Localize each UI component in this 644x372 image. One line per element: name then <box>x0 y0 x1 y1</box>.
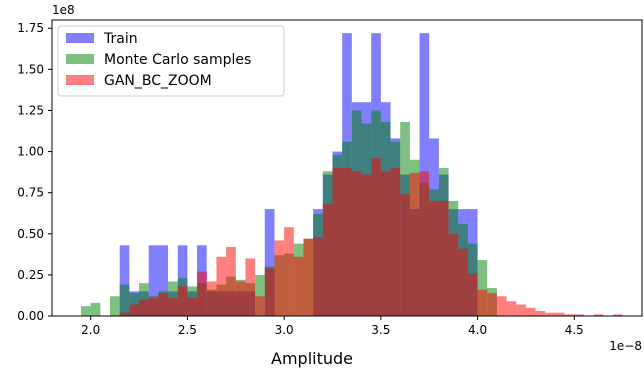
x-tick-label: 2.5 <box>178 323 197 337</box>
histogram-bar <box>535 311 546 316</box>
histogram-bar <box>487 292 497 316</box>
y-tick-label: 0.00 <box>17 309 44 323</box>
histogram-bar <box>284 227 294 316</box>
histogram-bar <box>429 200 439 316</box>
axes: 2.0 2.5 3.0 3.5 4.0 4.5 0.00 0.25 0.50 0.75 1.00 1… <box>17 19 643 337</box>
histogram-bar <box>554 312 565 316</box>
legend-swatch <box>66 75 94 85</box>
y-tick-label: 0.75 <box>17 186 44 200</box>
histogram-bar <box>216 256 227 316</box>
histogram-bar <box>255 296 265 316</box>
histogram-bar <box>593 314 604 316</box>
histogram-bar <box>612 314 623 316</box>
histogram-bar <box>90 302 101 316</box>
legend-label: Train <box>103 31 138 47</box>
series-bars <box>119 158 623 316</box>
histogram-bar <box>564 314 575 316</box>
histogram-bar <box>477 289 488 316</box>
y-axis-ticks: 0.00 0.25 0.50 0.75 1.00 1.25 1.50 1.75 <box>17 21 52 323</box>
histogram-bars <box>81 33 623 317</box>
y-tick-label: 0.25 <box>17 268 44 282</box>
histogram-bar <box>545 312 555 316</box>
x-tick-label: 4.0 <box>468 323 487 337</box>
histogram-bar <box>177 286 188 316</box>
histogram-bar <box>525 307 536 316</box>
x-axis-ticks: 2.0 2.5 3.0 3.5 4.0 4.5 <box>81 316 584 337</box>
histogram-bar <box>226 246 236 316</box>
histogram-bar <box>187 297 198 316</box>
histogram-bar <box>322 204 333 316</box>
histogram-bar <box>158 245 169 316</box>
histogram-bar <box>110 296 120 316</box>
legend-box <box>57 25 285 97</box>
x-tick-label: 3.5 <box>371 323 390 337</box>
histogram-bar <box>81 306 91 316</box>
histogram-bar <box>139 299 149 316</box>
x-tick-label: 3.0 <box>275 323 294 337</box>
legend-label: Monte Carlo samples <box>104 52 251 68</box>
histogram-bar <box>293 256 304 316</box>
histogram-bar <box>148 245 159 316</box>
histogram-bar <box>129 304 140 316</box>
histogram-bar <box>158 292 169 316</box>
y-tick-label: 1.75 <box>17 21 44 35</box>
histogram-bar <box>264 268 275 316</box>
histogram-bar <box>332 168 343 316</box>
x-tick-label: 2.0 <box>81 323 100 337</box>
histogram-bar <box>197 271 207 316</box>
x-tick-label: 4.5 <box>565 323 584 337</box>
plot-frame <box>51 19 643 317</box>
y-tick-label: 1.00 <box>17 145 44 159</box>
histogram-bar <box>168 297 178 316</box>
histogram-bar <box>119 245 130 316</box>
histogram-bar <box>342 168 352 316</box>
histogram-bar <box>139 283 149 316</box>
histogram-bar <box>390 168 401 316</box>
histogram-bar <box>351 171 362 316</box>
histogram-bar <box>119 312 130 316</box>
histogram-bar <box>438 200 449 316</box>
legend-label: GAN_BC_ZOOM <box>104 73 212 89</box>
histogram-bar <box>361 174 372 316</box>
histogram-bar <box>419 171 430 316</box>
histogram-bar <box>274 240 285 316</box>
histogram-bar <box>409 172 420 316</box>
legend-swatch <box>66 54 94 64</box>
histogram-bar <box>264 209 275 316</box>
legend: Train Monte Carlo samples GAN_BC_ZOOM <box>57 25 285 97</box>
histogram-bar <box>206 281 217 316</box>
y-multiplier-label: 1e8 <box>52 3 75 17</box>
histogram-bar <box>506 301 517 316</box>
histogram-bar <box>574 314 584 316</box>
histogram-bar <box>245 258 256 316</box>
histogram-bar <box>255 274 265 316</box>
histogram-bar <box>516 304 526 316</box>
histogram-bar <box>371 158 381 316</box>
histogram-bar <box>467 273 478 316</box>
histogram-bar <box>235 281 246 316</box>
histogram-bar <box>458 248 468 316</box>
histogram-bar <box>303 238 314 316</box>
y-tick-label: 1.25 <box>17 103 44 117</box>
histogram-bar <box>313 237 323 316</box>
histogram-bar <box>496 296 507 316</box>
y-tick-label: 0.50 <box>17 227 44 241</box>
legend-swatch <box>66 33 94 43</box>
histogram-bar <box>380 171 391 316</box>
histogram-bar <box>400 194 410 316</box>
histogram-bar <box>448 233 459 316</box>
x-multiplier-label: 1e−8 <box>609 339 642 353</box>
y-tick-label: 1.50 <box>17 62 44 76</box>
histogram-bar <box>148 297 159 316</box>
histogram-bar <box>477 260 488 316</box>
x-axis-label: Amplitude <box>271 349 353 368</box>
histogram-bar <box>119 284 130 316</box>
